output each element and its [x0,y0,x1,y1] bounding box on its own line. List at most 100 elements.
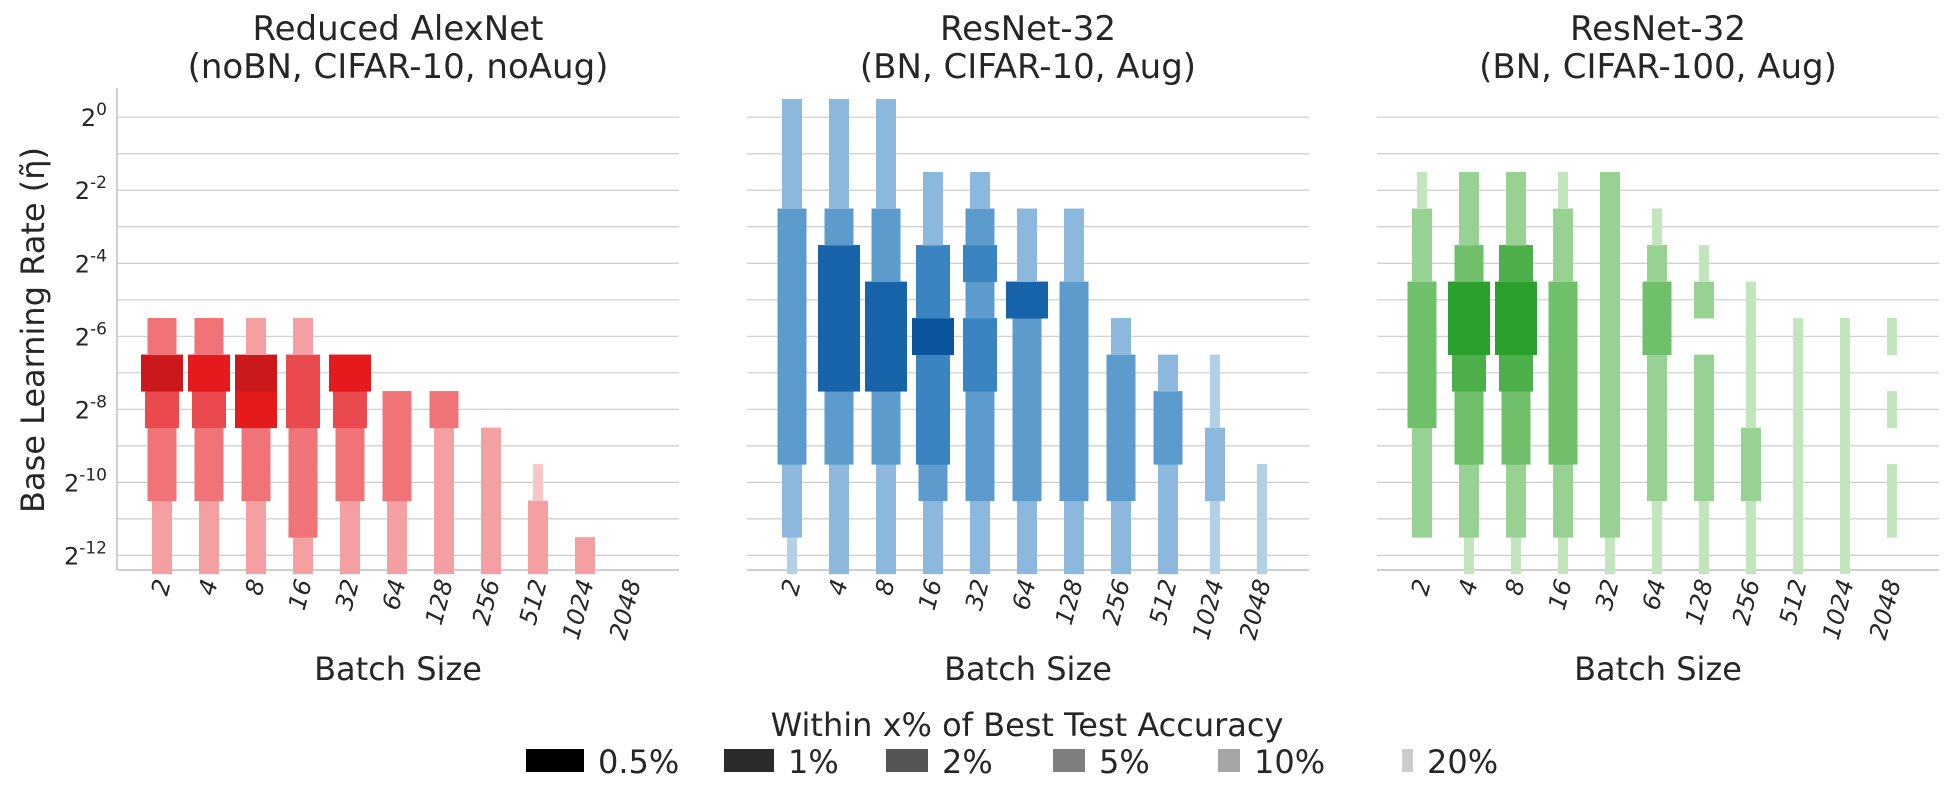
cell [1158,500,1178,538]
cell [241,464,271,502]
cell [1459,208,1479,246]
panel-2: ResNet-32(BN, CIFAR-10, Aug) 2 4 8 16 32 64 128… [747,9,1309,688]
cell [1017,245,1037,283]
cell [246,537,266,575]
cell [1600,208,1620,246]
cell [923,537,943,575]
x-tick-label: 4 [823,576,854,598]
x-tick-label: 512 [1774,576,1813,627]
cell [188,354,230,392]
x-tick-label: 2048 [604,576,647,642]
cell [1499,354,1533,392]
x-tick-label: 256 [467,576,506,627]
cell [246,500,266,538]
cell [1840,391,1850,429]
cell [1548,391,1578,429]
x-tick-label: 256 [1727,576,1766,627]
cell [1746,354,1756,392]
x-tick-label: 512 [514,576,553,627]
cell [871,391,901,429]
cell [829,464,849,502]
cell [1840,318,1850,356]
cell [1407,281,1437,319]
cell [1699,537,1709,575]
cell [1652,500,1662,538]
cell [194,427,224,465]
cell [1158,354,1178,392]
x-tick-label: 16 [1543,576,1578,613]
y-tick-label: 2-4 [75,246,107,278]
cell [1887,500,1897,538]
cell [876,98,896,136]
cell [1600,245,1620,283]
cell [1407,318,1437,356]
cell [1642,318,1672,356]
x-tick-label: 2 [776,576,807,598]
cell [1647,464,1667,502]
cell [1548,354,1578,392]
cell [194,464,224,502]
cell [1600,281,1620,319]
cell [1412,500,1432,538]
cell [1840,354,1850,392]
cell [871,245,901,283]
cell [777,245,807,283]
cell [1106,391,1136,429]
cell [288,500,318,538]
cell [1647,427,1667,465]
cell [1600,354,1620,392]
cell [235,391,277,429]
cell [963,354,997,392]
x-tick-label: 32 [1590,576,1625,613]
cell [1887,318,1897,356]
cell [434,500,454,538]
legend: Within x% of Best Test Accuracy 0.5% 1% 2%… [526,706,1498,781]
legend-swatch [526,749,584,772]
cell [782,464,802,502]
cell [1459,171,1479,209]
cell [1558,537,1568,575]
cell [965,464,995,502]
cell [1506,500,1526,538]
cell [235,354,277,392]
cell [333,391,367,429]
cell [1153,391,1183,429]
cell [288,427,318,465]
cell [481,427,501,465]
cell [818,281,860,319]
cell [1205,464,1225,502]
cell [382,427,412,465]
x-tick-label: 4 [193,576,224,598]
cell [865,281,907,319]
x-tick-label: 128 [1680,576,1719,627]
cell [199,537,219,575]
cell [1210,391,1220,429]
cell [1454,245,1484,283]
cell [782,171,802,209]
cell [335,427,365,465]
cell [918,464,948,502]
cell [824,208,854,246]
cell [1699,245,1709,283]
panel-title-line1: ResNet-32 [1570,9,1746,49]
cell [916,354,950,392]
cell [1652,208,1662,246]
x-tick-label: 64 [1007,576,1042,613]
cell [1699,500,1709,538]
cell [1511,537,1521,575]
legend-label: 20% [1427,743,1498,781]
x-tick-label: 2048 [1234,576,1277,642]
cell [293,537,313,575]
cell [1017,500,1037,538]
cell [965,281,995,319]
cell [1548,281,1578,319]
y-tick-label: 2-6 [75,319,107,351]
x-tick-label: 1024 [1187,576,1230,642]
cell [1553,245,1573,283]
cell [241,427,271,465]
cell [829,500,849,538]
cell [1793,391,1803,429]
cell [152,537,172,575]
cell [1647,245,1667,283]
